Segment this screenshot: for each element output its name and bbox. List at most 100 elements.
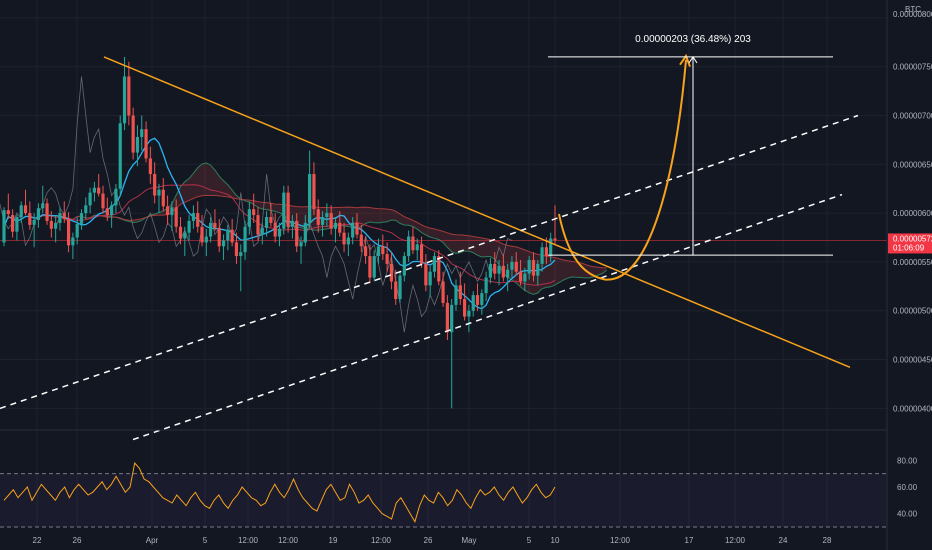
candle-body[interactable] [553, 238, 557, 241]
candle-body[interactable] [49, 220, 53, 229]
candle-body[interactable] [273, 222, 277, 237]
candle-body[interactable] [441, 281, 445, 303]
candle-body[interactable] [118, 123, 122, 189]
candle-body[interactable] [368, 256, 372, 278]
candle-body[interactable] [36, 208, 41, 220]
candle-body[interactable] [230, 229, 234, 243]
candle-body[interactable] [196, 213, 200, 227]
candle-body[interactable] [234, 242, 239, 257]
candle-body[interactable] [213, 222, 217, 228]
candle-body[interactable] [540, 247, 544, 264]
candle-body[interactable] [338, 222, 342, 233]
candle-body[interactable] [66, 218, 71, 246]
candle-body[interactable] [140, 129, 144, 137]
candle-body[interactable] [114, 188, 118, 206]
rsi-axis[interactable]: 80.00 60.00 40.00 [897, 456, 918, 518]
candle-body[interactable] [23, 205, 28, 214]
candle-body[interactable] [531, 259, 536, 276]
candle-body[interactable] [28, 213, 32, 225]
candle-body[interactable] [308, 174, 312, 223]
candle-body[interactable] [153, 174, 157, 196]
candle-body[interactable] [161, 189, 165, 207]
candle-body[interactable] [549, 238, 553, 257]
candle-body[interactable] [497, 265, 501, 274]
candle-body[interactable] [385, 254, 389, 264]
candle-body[interactable] [187, 220, 191, 233]
candle-body[interactable] [41, 203, 45, 209]
candle-body[interactable] [415, 244, 419, 251]
candle-body[interactable] [501, 265, 505, 278]
candle-body[interactable] [463, 299, 467, 317]
candle-body[interactable] [71, 237, 75, 246]
candle-body[interactable] [389, 263, 394, 282]
candle-body[interactable] [97, 187, 101, 194]
candle-body[interactable] [256, 215, 260, 235]
candle-body[interactable] [527, 259, 531, 274]
candle-body[interactable] [411, 236, 415, 251]
candle-body[interactable] [2, 210, 6, 243]
candle-body[interactable] [450, 304, 454, 333]
candle-body[interactable] [239, 252, 243, 257]
candle-body[interactable] [282, 192, 286, 229]
candle-body[interactable] [247, 209, 251, 227]
last-price-tag[interactable] [888, 233, 932, 254]
candle-body[interactable] [299, 242, 303, 247]
candle-body[interactable] [110, 205, 114, 216]
candle-body[interactable] [316, 209, 320, 225]
candle-body[interactable] [346, 237, 350, 245]
candle-body[interactable] [62, 213, 66, 219]
candle-body[interactable] [15, 217, 19, 232]
candle-body[interactable] [376, 246, 381, 257]
candle-body[interactable] [394, 281, 398, 300]
candle-body[interactable] [260, 227, 264, 235]
candle-body[interactable] [19, 205, 23, 218]
candle-body[interactable] [372, 256, 376, 278]
candle-body[interactable] [407, 236, 411, 257]
candle-body[interactable] [493, 263, 497, 274]
candle-body[interactable] [484, 277, 488, 294]
candle-body[interactable] [518, 271, 523, 282]
candle-body[interactable] [144, 129, 148, 159]
candle-body[interactable] [445, 302, 449, 333]
candle-body[interactable] [419, 244, 424, 264]
candles[interactable] [2, 56, 557, 409]
candle-body[interactable] [277, 228, 282, 237]
candle-body[interactable] [355, 222, 359, 235]
candle-body[interactable] [480, 293, 484, 305]
candle-body[interactable] [428, 271, 432, 286]
candle-body[interactable] [303, 222, 307, 243]
candle-body[interactable] [398, 275, 402, 300]
candle-body[interactable] [514, 261, 518, 272]
candle-body[interactable] [165, 206, 170, 216]
candle-body[interactable] [342, 232, 346, 245]
candle-body[interactable] [295, 220, 299, 247]
candle-body[interactable] [510, 261, 514, 270]
candle-body[interactable] [359, 234, 363, 247]
candle-body[interactable] [200, 226, 204, 243]
price-axis[interactable]: 0.00000750 0.00000700 0.00000650 0.00000600… [888, 5, 932, 413]
candle-body[interactable] [127, 76, 131, 116]
candle-body[interactable] [329, 213, 333, 229]
candle-body[interactable] [191, 213, 196, 221]
candle-body[interactable] [437, 256, 441, 282]
candle-body[interactable] [226, 229, 230, 241]
candle-body[interactable] [122, 76, 127, 124]
candle-body[interactable] [488, 263, 493, 278]
candle-body[interactable] [209, 222, 213, 237]
candle-body[interactable] [269, 217, 273, 223]
candle-body[interactable] [467, 310, 471, 317]
channel-lower-dashed[interactable] [132, 193, 843, 441]
candle-body[interactable] [544, 247, 548, 257]
candle-body[interactable] [351, 222, 355, 238]
candle-body[interactable] [157, 189, 161, 196]
candle-body[interactable] [252, 209, 256, 216]
candle-body[interactable] [54, 222, 58, 229]
candle-body[interactable] [11, 215, 15, 232]
candle-body[interactable] [88, 192, 92, 206]
descending-trendline[interactable] [103, 56, 851, 369]
candle-body[interactable] [243, 226, 247, 253]
time-axis[interactable]: 22 26 Apr 5 12:00 12:00 19 12:00 26 May 5 10 12:00 17… [33, 536, 832, 545]
candle-body[interactable] [105, 208, 109, 216]
projection-curve[interactable] [558, 59, 687, 281]
